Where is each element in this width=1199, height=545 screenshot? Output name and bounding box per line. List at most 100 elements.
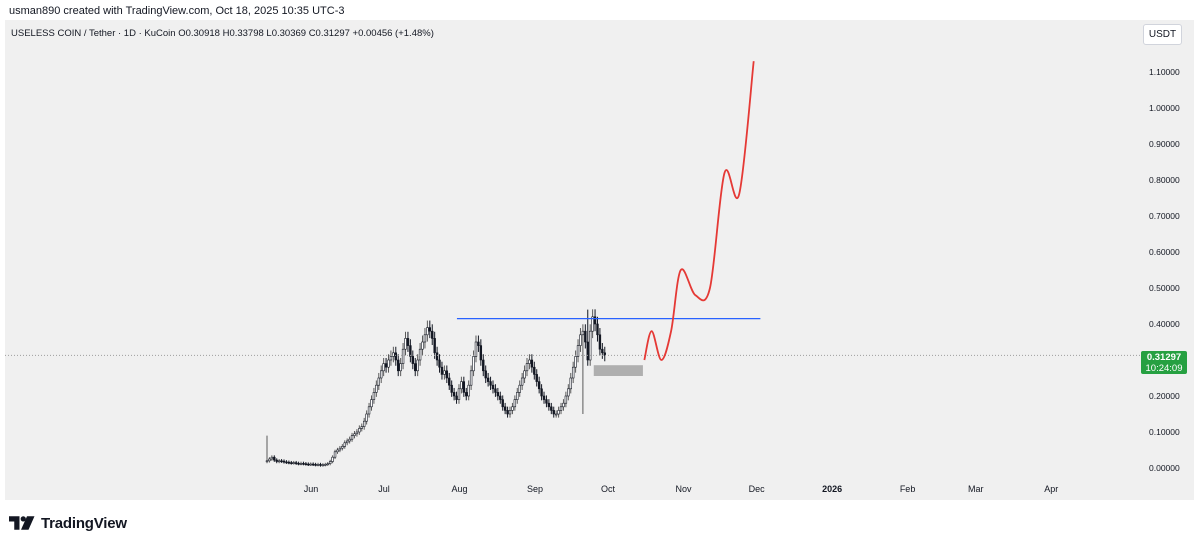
- candle: [513, 395, 517, 411]
- candle: [450, 380, 453, 397]
- y-tick-label: 0.80000: [1149, 175, 1180, 185]
- candle-body: [418, 348, 422, 361]
- candle: [460, 376, 463, 394]
- candle: [345, 438, 349, 446]
- candle: [341, 444, 344, 451]
- candle: [545, 395, 548, 408]
- candle-body: [309, 463, 312, 466]
- candle-body: [341, 446, 344, 449]
- candle: [557, 406, 560, 418]
- candle-body: [460, 381, 463, 390]
- candle: [328, 459, 332, 466]
- candle: [277, 459, 281, 464]
- candle: [520, 372, 524, 390]
- candle: [307, 462, 310, 466]
- candle-body: [564, 395, 568, 404]
- candle-body: [423, 334, 427, 343]
- candle: [392, 346, 395, 363]
- candle: [491, 380, 495, 394]
- candle-body: [311, 463, 315, 466]
- candle: [559, 402, 563, 415]
- candle: [584, 324, 587, 349]
- candle-body: [406, 338, 410, 346]
- candle-body: [579, 334, 582, 346]
- candle-body: [574, 356, 577, 368]
- candle-body: [326, 463, 329, 465]
- candle-body: [530, 359, 534, 368]
- candle: [479, 339, 483, 366]
- candle-body: [287, 461, 291, 464]
- candle: [302, 461, 305, 466]
- currency-selector[interactable]: USDT: [1143, 24, 1182, 45]
- candle: [353, 430, 356, 439]
- candle: [309, 462, 312, 466]
- candle: [457, 384, 461, 404]
- candle-body: [433, 338, 436, 354]
- candle-body: [542, 395, 546, 400]
- candle: [319, 462, 322, 467]
- chart-pane[interactable]: Jun Jul Aug Sep Oct Nov Dec 2026 Feb Mar Apr 0.000…: [5, 20, 1194, 500]
- brand-logo[interactable]: TradingView: [9, 514, 127, 532]
- candle-body: [382, 363, 385, 372]
- candle: [554, 410, 558, 418]
- candle-body: [547, 402, 551, 408]
- candle-body: [494, 388, 497, 393]
- x-tick-label: Apr: [1044, 484, 1058, 494]
- candle-body: [584, 330, 587, 343]
- candle-body: [355, 431, 359, 435]
- candle-body: [397, 359, 400, 372]
- candle-body: [265, 460, 269, 463]
- candle-body: [438, 359, 441, 368]
- candle-body: [489, 381, 492, 386]
- candle-body: [404, 338, 407, 350]
- candle-body: [598, 334, 602, 350]
- candle-body: [467, 384, 470, 397]
- candle-body: [554, 413, 558, 416]
- candle: [433, 331, 436, 359]
- credit-line: usman890 created with TradingView.com, O…: [9, 5, 345, 17]
- plot-area[interactable]: Jun Jul Aug Sep Oct Nov Dec 2026 Feb Mar Apr 0.000…: [5, 20, 1180, 500]
- candle-body: [603, 352, 606, 356]
- candle-body: [268, 458, 271, 462]
- candle-body: [294, 462, 298, 464]
- candle-body: [292, 462, 295, 464]
- ohlc-open: O0.30918: [178, 28, 220, 39]
- candle: [467, 380, 470, 401]
- candle-body: [302, 463, 305, 465]
- candle: [387, 354, 390, 373]
- candle: [486, 372, 490, 387]
- candle: [268, 457, 271, 463]
- candle-body: [506, 410, 509, 415]
- candle: [358, 425, 361, 435]
- candle-body: [537, 381, 541, 390]
- candlestick-chart[interactable]: Jun Jul Aug Sep Oct Nov Dec 2026 Feb Mar Apr 0.000…: [5, 20, 1194, 500]
- candle: [525, 357, 529, 377]
- candle: [338, 445, 342, 453]
- candle-body: [297, 463, 300, 465]
- candle: [518, 380, 521, 397]
- candle: [348, 436, 351, 444]
- candle: [598, 328, 602, 356]
- candle-body: [421, 341, 424, 350]
- candle: [547, 399, 551, 411]
- candle: [472, 350, 475, 377]
- x-tick-label: Mar: [968, 484, 984, 494]
- candle: [265, 435, 269, 464]
- candle-body: [362, 420, 366, 427]
- ohlc-high: H0.33798: [222, 28, 264, 39]
- candle: [380, 365, 383, 384]
- candle-body: [273, 456, 276, 461]
- ohlc-low: L0.30369: [266, 28, 307, 39]
- candle-body: [593, 316, 597, 325]
- candle: [316, 462, 320, 467]
- candle-body: [411, 356, 414, 364]
- candle-body: [435, 352, 439, 361]
- candle: [397, 354, 400, 377]
- candle-body: [353, 433, 356, 436]
- candle-body: [314, 464, 317, 466]
- candle-body: [443, 370, 446, 375]
- candle: [394, 346, 397, 366]
- candle-body: [525, 363, 529, 372]
- candle: [571, 361, 575, 384]
- candle-body: [428, 327, 432, 332]
